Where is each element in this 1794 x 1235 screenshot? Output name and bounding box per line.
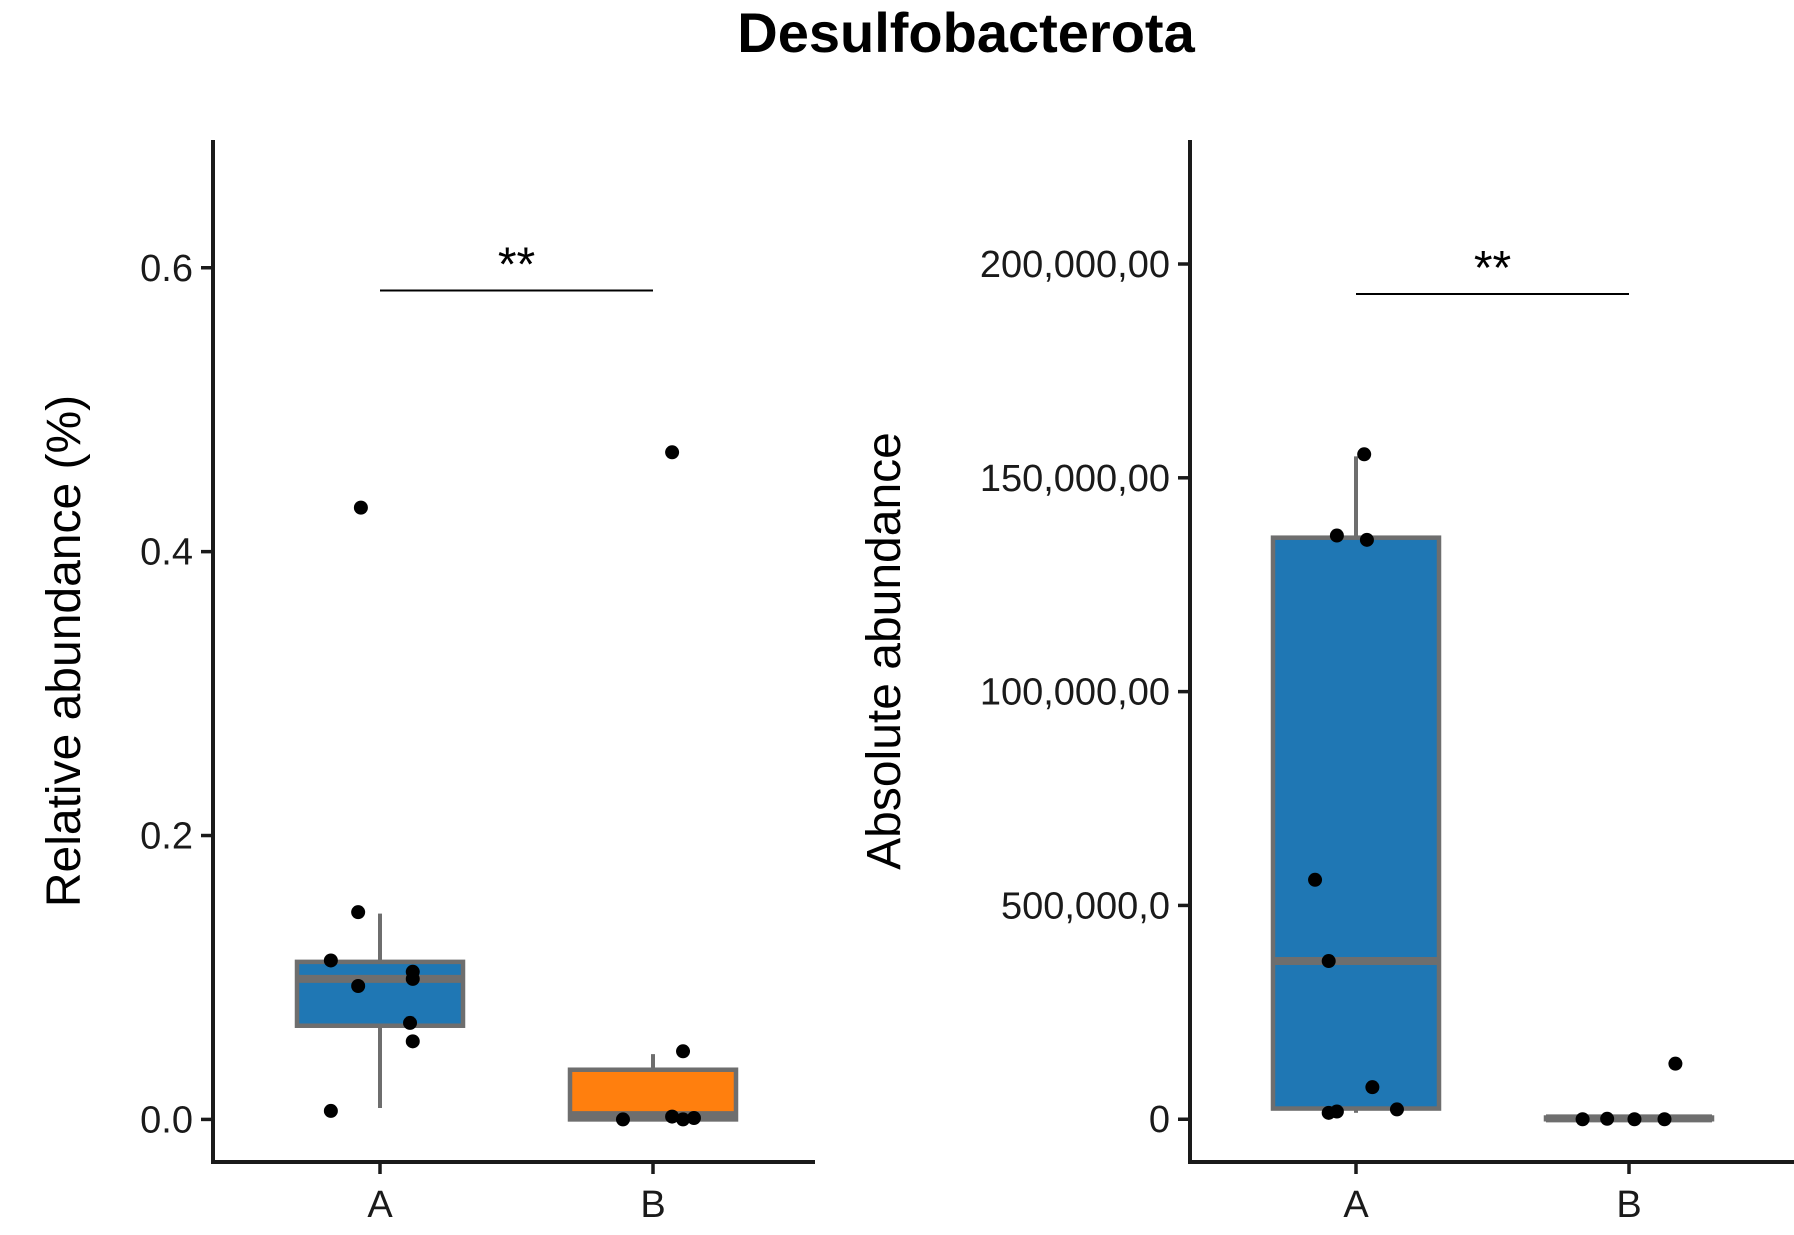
relative-y-tick-label: 0.2 [140, 816, 193, 858]
relative-data-point [686, 1110, 701, 1125]
relative-abundance-panel: 0.0 0.2 0.4 0.6 A B Relative abundance (%) ** [38, 140, 815, 1226]
relative-data-point [403, 1015, 418, 1030]
figure-title: Desulfobacterota [737, 1, 1195, 64]
relative-data-point [405, 971, 420, 986]
relative-data-point [615, 1112, 630, 1127]
relative-box-A [294, 959, 466, 1028]
absolute-significance-label: ** [1474, 242, 1511, 295]
relative-x-tick-label: A [367, 1184, 393, 1226]
relative-data-point [676, 1112, 691, 1127]
relative-data-point [665, 445, 680, 460]
absolute-x-tick-label: B [1616, 1184, 1641, 1226]
relative-significance-label: ** [498, 238, 535, 291]
absolute-data-point [1321, 954, 1336, 969]
relative-data-point [665, 1109, 680, 1124]
absolute-data-point [1321, 1105, 1336, 1120]
absolute-data-point [1365, 1080, 1380, 1095]
absolute-y-tick-label: 150,000,00 [980, 458, 1170, 500]
relative-data-point [676, 1044, 691, 1059]
absolute-data-point [1359, 532, 1374, 547]
absolute-data-point [1600, 1111, 1615, 1126]
absolute-data-point [1308, 872, 1323, 887]
absolute-box-A [1270, 535, 1442, 1111]
absolute-y-tick-label: 100,000,00 [980, 672, 1170, 714]
relative-data-point [323, 1103, 338, 1118]
relative-y-tick-label: 0.6 [140, 248, 193, 290]
absolute-y-tick-label: 0 [1149, 1099, 1170, 1141]
relative-y-tick-label: 0.0 [140, 1099, 193, 1141]
absolute-data-point [1357, 447, 1372, 462]
absolute-data-point [1668, 1056, 1683, 1071]
relative-y-tick-label: 0.4 [140, 532, 193, 574]
relative-data-point [351, 905, 366, 920]
absolute-x-tick-label: A [1343, 1184, 1369, 1226]
absolute-abundance-panel: 0 500,000,0 100,000,00 150,000,00 200,000,00… [858, 140, 1794, 1226]
relative-data-point [405, 1034, 420, 1049]
relative-data-point [323, 953, 338, 968]
relative-y-axis-label: Relative abundance (%) [38, 395, 91, 907]
absolute-data-point [1657, 1112, 1672, 1127]
absolute-data-point [1627, 1112, 1642, 1127]
absolute-y-tick-label: 200,000,00 [980, 244, 1170, 286]
relative-x-tick-label: B [640, 1184, 665, 1226]
relative-data-point [351, 978, 366, 993]
absolute-data-point [1329, 528, 1344, 543]
absolute-y-tick-label: 500,000,0 [1001, 885, 1170, 927]
absolute-y-axis-label: Absolute abundance [858, 432, 911, 870]
absolute-data-point [1389, 1102, 1404, 1117]
absolute-data-point [1575, 1112, 1590, 1127]
relative-box-B [567, 1067, 739, 1122]
relative-data-point [353, 500, 368, 515]
